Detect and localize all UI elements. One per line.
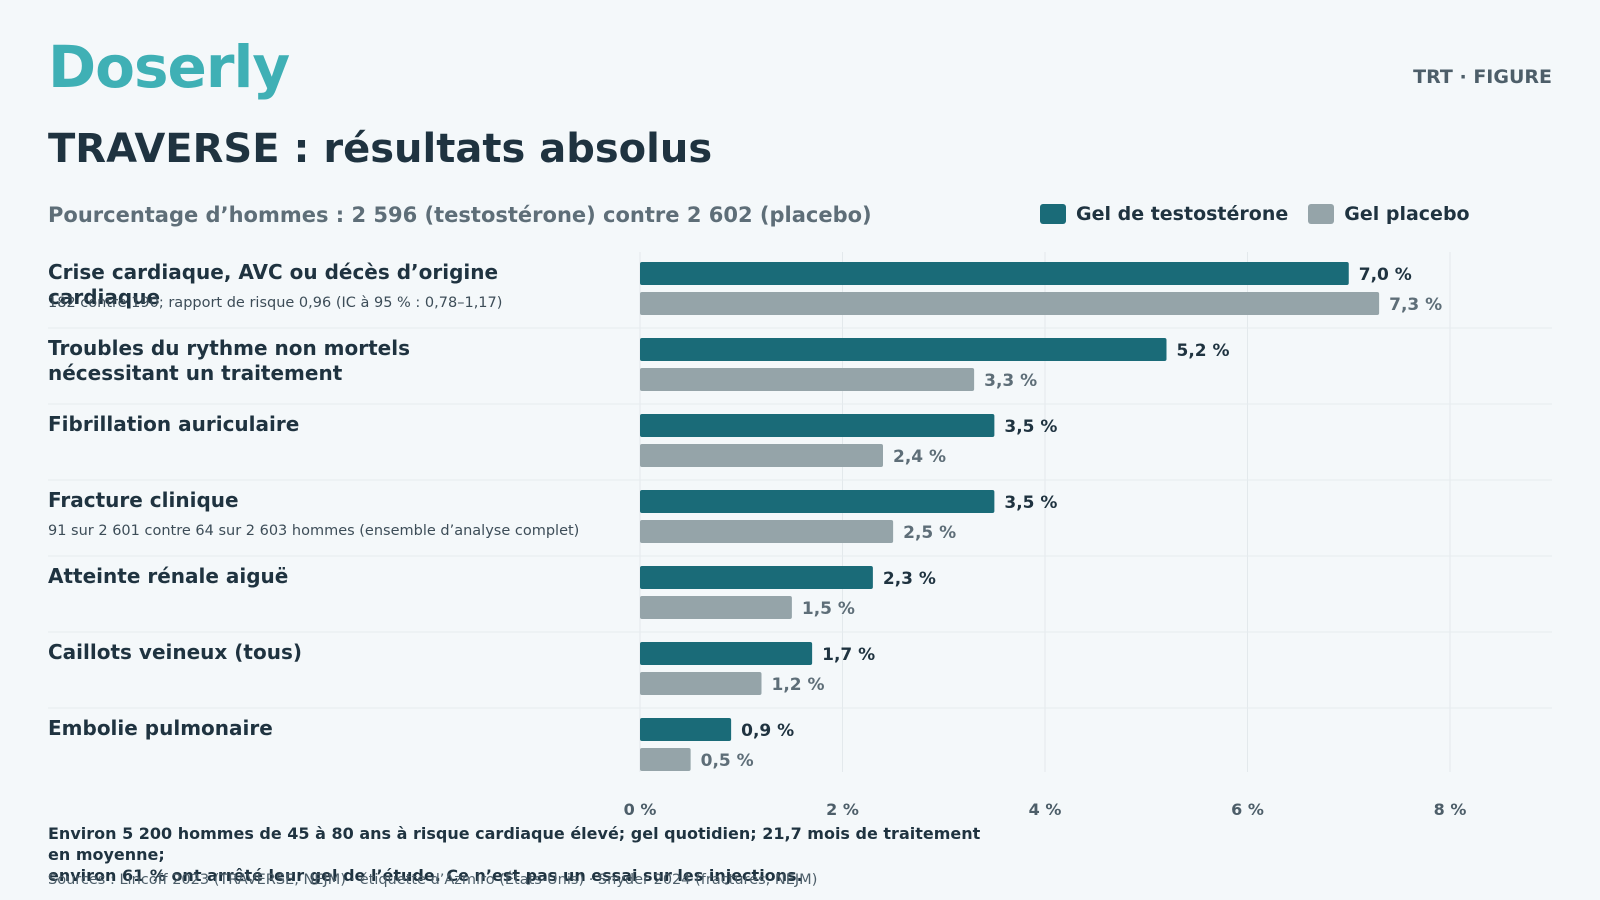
data-label-testosterone: 1,7 % — [822, 645, 875, 665]
bar-placebo — [640, 672, 762, 695]
legend-label-placebo: Gel placebo — [1344, 203, 1470, 225]
category-label: Caillots veineux (tous) — [48, 640, 608, 665]
data-label-testosterone: 3,5 % — [1004, 493, 1057, 513]
data-label-testosterone: 3,5 % — [1004, 417, 1057, 437]
x-tick-label: 8 % — [1434, 800, 1467, 819]
category-label: Crise cardiaque, AVC ou décès d’origine … — [48, 260, 608, 310]
category-label: Troubles du rythme non mortels nécessitan… — [48, 336, 608, 386]
data-label-placebo: 1,2 % — [772, 675, 825, 695]
x-tick-label: 4 % — [1029, 800, 1062, 819]
category-note: 91 sur 2 601 contre 64 sur 2 603 hommes … — [48, 523, 580, 539]
data-label-placebo: 1,5 % — [802, 599, 855, 619]
bar-placebo — [640, 444, 883, 467]
bar-testosterone — [640, 490, 995, 513]
page-title: TRAVERSE : résultats absolus — [48, 126, 713, 172]
bar-testosterone — [640, 642, 813, 665]
category-label-line: Troubles du rythme non mortels — [48, 336, 410, 360]
bar-placebo — [640, 292, 1380, 315]
x-tick-label: 0 % — [624, 800, 657, 819]
category-label-line: Atteinte rénale aiguë — [48, 564, 289, 588]
data-label-placebo: 2,5 % — [903, 523, 956, 543]
data-label-testosterone: 0,9 % — [741, 721, 794, 741]
category-label: Fracture clinique — [48, 488, 608, 513]
data-label-placebo: 7,3 % — [1389, 295, 1442, 315]
legend-swatch-placebo — [1308, 204, 1335, 224]
category-note: 182 contre 190; rapport de risque 0,96 (… — [48, 295, 503, 311]
legend-item-placebo: Gel placebo — [1308, 203, 1470, 225]
bar-placebo — [640, 748, 691, 771]
category-label-line: Caillots veineux (tous) — [48, 640, 302, 664]
legend-label-testosterone: Gel de testostérone — [1076, 203, 1289, 225]
x-tick-label: 2 % — [826, 800, 859, 819]
footnote-line: Environ 5 200 hommes de 45 à 80 ans à ri… — [48, 824, 981, 864]
x-tick-label: 6 % — [1231, 800, 1264, 819]
bar-placebo — [640, 596, 792, 619]
bar-testosterone — [640, 414, 995, 437]
legend-swatch-testosterone — [1040, 204, 1066, 224]
chart-subtitle: Pourcentage d’hommes : 2 596 (testostéro… — [48, 203, 872, 227]
category-label-line: Embolie pulmonaire — [48, 716, 273, 740]
category-label-line: nécessitant un traitement — [48, 361, 343, 385]
data-label-placebo: 3,3 % — [984, 371, 1037, 391]
bar-placebo — [640, 368, 975, 391]
data-label-placebo: 0,5 % — [701, 751, 754, 771]
footnote: Environ 5 200 hommes de 45 à 80 ans à ri… — [48, 823, 1008, 886]
category-label-line: Fibrillation auriculaire — [48, 412, 300, 436]
category-label-line: Crise cardiaque, AVC ou décès d’origine … — [48, 260, 499, 309]
legend-item-testosterone: Gel de testostérone — [1040, 203, 1288, 225]
bar-testosterone — [640, 262, 1349, 285]
chart-legend: Gel de testostérone Gel placebo — [1040, 203, 1470, 225]
category-label: Embolie pulmonaire — [48, 716, 608, 741]
bar-testosterone — [640, 718, 732, 741]
figure-tag: TRT · FIGURE — [1413, 66, 1552, 88]
bar-testosterone — [640, 566, 873, 589]
data-label-testosterone: 7,0 % — [1359, 265, 1412, 285]
category-label: Fibrillation auriculaire — [48, 412, 608, 437]
brand-logo: Doserly — [48, 33, 290, 101]
bar-placebo — [640, 520, 894, 543]
footnote-line: environ 61 % ont arrêté leur gel de l’ét… — [48, 866, 803, 885]
sources: Sources : Lincoff 2023 (TRAVERSE, NEJM) … — [48, 872, 818, 888]
data-label-placebo: 2,4 % — [893, 447, 946, 467]
category-label: Atteinte rénale aiguë — [48, 564, 608, 589]
data-label-testosterone: 2,3 % — [883, 569, 936, 589]
data-label-testosterone: 5,2 % — [1177, 341, 1230, 361]
bar-testosterone — [640, 338, 1167, 361]
category-label-line: Fracture clinique — [48, 488, 239, 512]
